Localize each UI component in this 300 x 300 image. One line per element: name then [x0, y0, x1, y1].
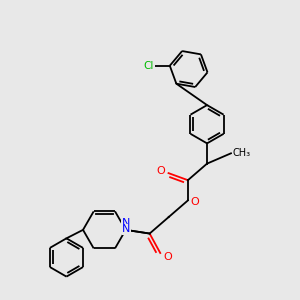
- Text: N: N: [122, 218, 130, 228]
- Text: O: O: [163, 253, 172, 262]
- Text: N: N: [122, 224, 130, 234]
- Text: O: O: [157, 166, 165, 176]
- Text: Cl: Cl: [144, 61, 154, 71]
- Text: O: O: [190, 197, 199, 207]
- Text: CH₃: CH₃: [232, 148, 250, 158]
